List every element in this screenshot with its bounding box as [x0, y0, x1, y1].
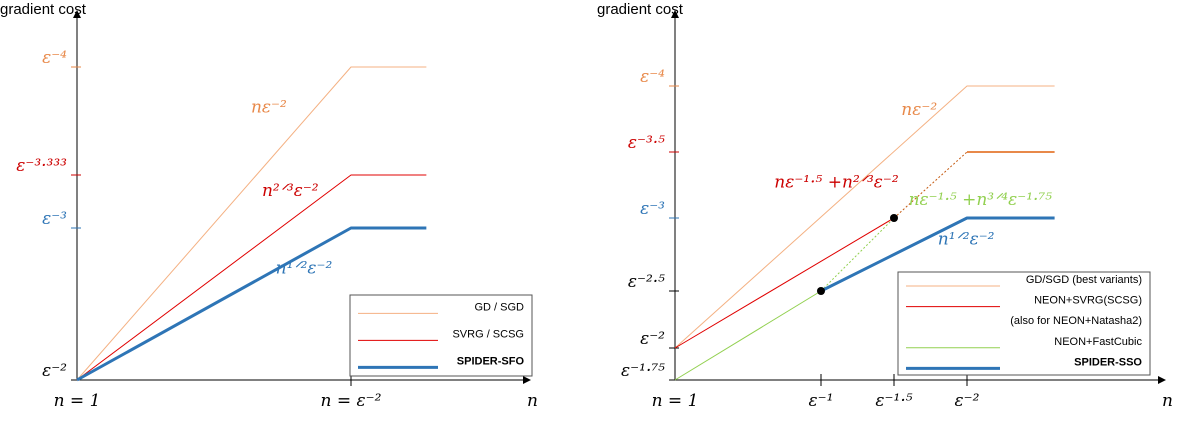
x-axis-title: n — [1162, 391, 1173, 411]
y-tick-label: ε⁻²·⁵ — [628, 272, 665, 292]
connector-line — [893, 151, 968, 219]
y-axis-arrow — [73, 10, 81, 18]
x-tick-label: n = ε⁻² — [321, 391, 382, 411]
y-tick-label: ε⁻³ — [42, 209, 67, 229]
y-axis-title: gradient cost — [597, 1, 684, 18]
x-axis-arrow — [1158, 376, 1166, 384]
x-tick-label: n = 1 — [54, 391, 101, 411]
legend-box — [897, 271, 1151, 376]
curve-annotation: nε⁻² — [251, 97, 287, 117]
series-line-2 — [76, 174, 427, 381]
x-tick-label: ε⁻¹ — [809, 391, 834, 411]
legend-label: GD/SGD (best variants) — [1026, 274, 1142, 286]
curve-annotation: nε⁻¹·⁵ +n²ᐟ³ε⁻² — [774, 173, 899, 193]
curve-annotation: nε⁻¹·⁵ +n³ᐟ⁴ε⁻¹·⁷⁵ — [909, 190, 1053, 210]
y-tick-label: ε⁻³ — [640, 199, 665, 219]
legend-label: SPIDER-SFO — [457, 355, 525, 367]
y-tick-label: ε⁻² — [640, 329, 665, 349]
legend-label: NEON+SVRG(SCSG) — [1034, 295, 1142, 307]
series-line-5 — [820, 216, 1055, 293]
series-line-3 — [76, 226, 427, 382]
legend-label: (also for NEON+Natasha2) — [1010, 315, 1142, 327]
series-line-4 — [674, 290, 822, 381]
data-point — [890, 214, 898, 222]
curve-annotation: n¹ᐟ²ε⁻² — [276, 259, 333, 279]
legend-box — [349, 294, 533, 377]
legend-label: SVRG / SCSG — [452, 328, 524, 340]
y-tick-label: ε⁻³·³³³ — [16, 156, 67, 176]
legend-label: GD / SGD — [474, 301, 524, 313]
legend-label: NEON+FastCubic — [1054, 336, 1142, 348]
y-tick-label: ε⁻⁴ — [42, 48, 67, 68]
y-tick-label: ε⁻¹·⁷⁵ — [621, 361, 665, 381]
curve-annotation: n²ᐟ³ε⁻² — [262, 181, 319, 201]
series-line-2 — [674, 217, 895, 349]
series-line-1 — [674, 85, 1055, 349]
x-axis-title: n — [527, 391, 538, 411]
y-axis-title: gradient cost — [0, 1, 87, 18]
curve-annotation: n¹ᐟ²ε⁻² — [938, 229, 995, 249]
series-line-1 — [76, 66, 427, 381]
x-tick-label: ε⁻² — [955, 391, 980, 411]
y-axis-arrow — [671, 10, 679, 18]
x-tick-label: n = 1 — [652, 391, 699, 411]
x-axis-arrow — [523, 376, 531, 384]
legend-label: SPIDER-SSO — [1074, 356, 1142, 368]
data-point — [817, 287, 825, 295]
y-tick-label: ε⁻² — [42, 361, 67, 381]
y-tick-label: ε⁻⁴ — [640, 67, 665, 87]
y-tick-label: ε⁻³·⁵ — [628, 133, 665, 153]
x-tick-label: ε⁻¹·⁵ — [875, 391, 912, 411]
connector-line — [820, 217, 895, 292]
curve-annotation: nε⁻² — [901, 100, 937, 120]
